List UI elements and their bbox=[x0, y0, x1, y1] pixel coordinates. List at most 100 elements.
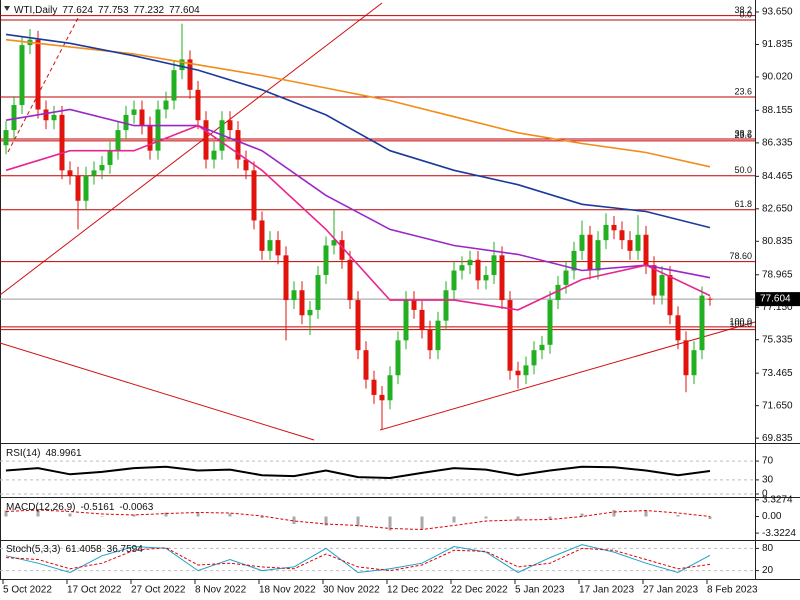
histogram-bar bbox=[676, 515, 680, 517]
candle-body bbox=[443, 290, 449, 321]
candle-body bbox=[587, 234, 593, 271]
candle-body bbox=[291, 290, 297, 301]
trendline bbox=[0, 2, 383, 296]
y-tick-label: 71.650 bbox=[762, 400, 793, 411]
candle-body bbox=[243, 159, 249, 171]
candle-body bbox=[491, 255, 497, 276]
candle-body bbox=[171, 70, 177, 101]
trendline bbox=[379, 321, 756, 431]
candle-body bbox=[379, 394, 385, 401]
histogram-bar bbox=[452, 516, 456, 523]
candle-body bbox=[459, 265, 465, 271]
candle-body bbox=[643, 234, 649, 266]
candle-body bbox=[155, 109, 161, 151]
y-tick-label: 93.650 bbox=[762, 7, 793, 18]
x-tick-label: 22 Dec 2022 bbox=[451, 585, 508, 596]
x-tick-label: 27 Jan 2023 bbox=[643, 585, 698, 596]
candle-body bbox=[691, 350, 697, 376]
candle-body bbox=[435, 320, 441, 351]
panel-title: MACD(12,26,9) bbox=[6, 502, 75, 513]
candle-body bbox=[531, 350, 537, 366]
x-tick-label: 5 Oct 2022 bbox=[3, 585, 52, 596]
y-tick-label: 78.965 bbox=[762, 269, 793, 280]
header-value: -0.0063 bbox=[119, 502, 153, 513]
candle-body bbox=[315, 275, 321, 310]
candle-body bbox=[451, 270, 457, 291]
trendlines bbox=[0, 2, 756, 441]
histogram-bar bbox=[164, 512, 168, 517]
candle-body bbox=[75, 175, 81, 201]
candle-body bbox=[499, 255, 505, 301]
candle-body bbox=[11, 105, 17, 131]
y-tick-label: 90.020 bbox=[762, 72, 793, 83]
histogram-bar bbox=[708, 516, 712, 520]
histogram-bar bbox=[36, 509, 40, 517]
histogram-bar bbox=[516, 516, 520, 521]
x-tick-label: 17 Oct 2022 bbox=[67, 585, 122, 596]
histogram-bar bbox=[580, 513, 584, 517]
y-tick-label: 70 bbox=[762, 456, 774, 467]
candle-body bbox=[475, 259, 481, 281]
fibo-level-label: 38.2 bbox=[734, 128, 752, 138]
panel-header: Stoch(5,3,3) 61.4058 36.7594 bbox=[6, 544, 143, 555]
candle-body bbox=[323, 245, 329, 276]
x-tick-label: 27 Oct 2022 bbox=[131, 585, 186, 596]
candle-body bbox=[299, 290, 305, 316]
candle-body bbox=[251, 170, 257, 221]
candle-body bbox=[387, 375, 393, 401]
candle-body bbox=[339, 240, 345, 260]
header-value: 77.604 bbox=[169, 5, 200, 16]
histogram-bar bbox=[356, 516, 360, 527]
y-tick-label: 84.465 bbox=[762, 171, 793, 182]
candle-body bbox=[187, 59, 193, 90]
candle-body bbox=[235, 130, 241, 160]
candle-body bbox=[195, 89, 201, 121]
panel-title: Stoch(5,3,3) bbox=[6, 544, 60, 555]
indicator-line bbox=[5, 544, 711, 574]
histogram-bar bbox=[612, 510, 616, 517]
trendline bbox=[0, 342, 315, 441]
candle-body bbox=[395, 340, 401, 376]
header-value: 77.753 bbox=[98, 5, 129, 16]
moving-average bbox=[5, 124, 711, 311]
candle-body bbox=[211, 150, 217, 160]
histogram-bar bbox=[100, 516, 104, 517]
moving-average bbox=[5, 108, 711, 279]
fibo-level-label: 78.60 bbox=[729, 251, 752, 261]
y-tick-label: 86.335 bbox=[762, 138, 793, 149]
candle-body bbox=[619, 230, 625, 241]
candle-body bbox=[99, 164, 105, 171]
fibo-level-label: 61.8 bbox=[734, 199, 752, 209]
x-tick-label: 12 Dec 2022 bbox=[387, 585, 444, 596]
histogram-bar bbox=[4, 510, 8, 517]
candle-body bbox=[635, 234, 641, 251]
y-tick-label: 20 bbox=[762, 565, 774, 576]
panel-header: MACD(12,26,9) -0.5161 -0.0063 bbox=[6, 502, 154, 513]
last-price-box bbox=[756, 292, 800, 307]
candle-body bbox=[611, 224, 617, 231]
panel-borders bbox=[0, 0, 800, 580]
x-tick-label: 18 Nov 2022 bbox=[259, 585, 316, 596]
y-tick-label: 91.835 bbox=[762, 39, 793, 50]
candle-body bbox=[203, 120, 209, 160]
candle-body bbox=[627, 240, 633, 251]
x-tick-label: 30 Nov 2022 bbox=[323, 585, 380, 596]
candle-body bbox=[91, 170, 97, 176]
candle-body bbox=[139, 109, 145, 126]
y-tick-label: -3.3224 bbox=[762, 528, 796, 539]
y-tick-label: 73.465 bbox=[762, 368, 793, 379]
candle-body bbox=[579, 234, 585, 251]
histogram-bar bbox=[420, 516, 424, 529]
candle-body bbox=[35, 39, 41, 110]
histogram-bar bbox=[132, 514, 136, 517]
y-tick-label: 88.155 bbox=[762, 105, 793, 116]
candle-body bbox=[259, 220, 265, 251]
last-price-label: 77.604 bbox=[760, 294, 791, 305]
candle-body bbox=[267, 240, 273, 251]
candle-body bbox=[507, 300, 513, 371]
candle-body bbox=[595, 240, 601, 271]
candle-body bbox=[699, 295, 705, 351]
candle-body bbox=[467, 259, 473, 266]
